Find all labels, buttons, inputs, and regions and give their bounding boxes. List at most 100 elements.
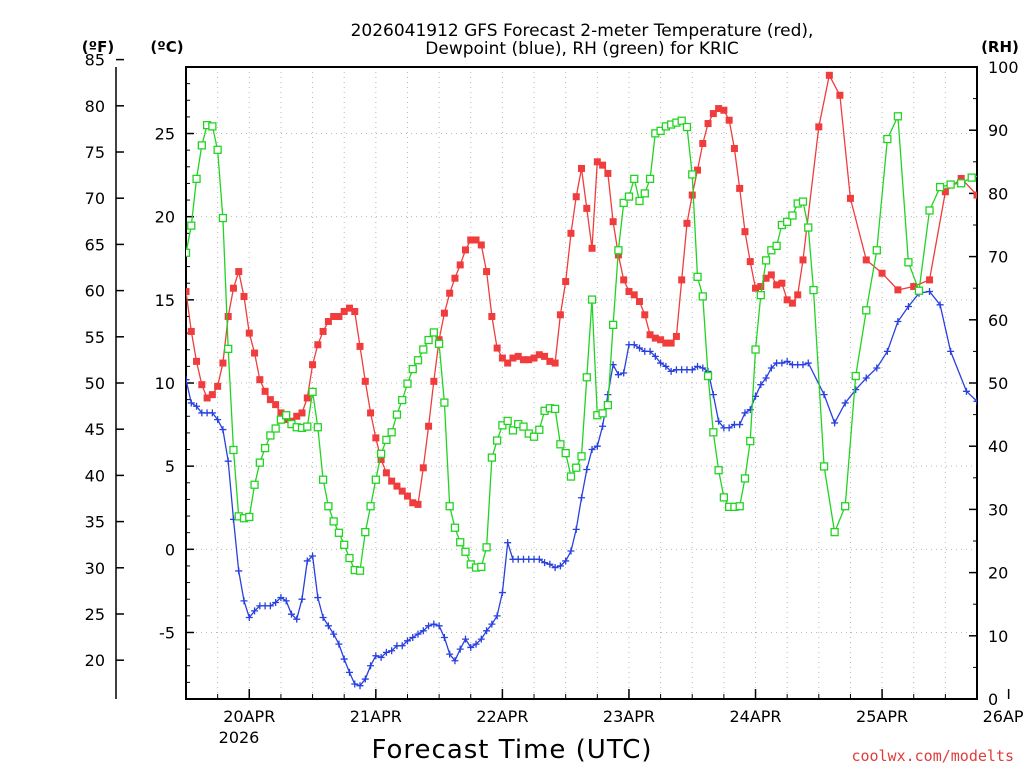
temperature-point <box>556 311 564 319</box>
dewpoint-point <box>936 301 944 309</box>
rh-point <box>303 422 312 431</box>
temperature-point <box>483 268 491 276</box>
rh-point <box>492 436 502 445</box>
rh-point <box>740 474 750 483</box>
dewpoint-point <box>235 567 243 575</box>
temperature-point <box>535 351 543 359</box>
dewpoint-point <box>430 620 438 628</box>
celsius-tick-label: 0 <box>165 540 175 559</box>
fahrenheit-tick-label: 60 <box>85 282 105 301</box>
temperature-point <box>519 356 527 364</box>
rh-point <box>719 493 729 502</box>
temperature-point <box>198 381 206 389</box>
temperature-point <box>662 339 670 347</box>
temperature-point <box>293 412 301 420</box>
temperature-point <box>451 274 459 282</box>
chart-title-line1: 2026041912 GFS Forecast 2-meter Temperat… <box>351 21 814 41</box>
temperature-point <box>514 352 522 360</box>
dewpoint-point <box>472 640 480 648</box>
temperature-point <box>941 188 949 196</box>
dewpoint-point <box>709 391 717 399</box>
rh-point <box>582 373 591 382</box>
celsius-tick-label: 25 <box>155 125 175 144</box>
rh-point <box>276 415 286 424</box>
dewpoint-point <box>741 409 749 417</box>
fahrenheit-tick-label: 65 <box>85 235 105 254</box>
rh-point <box>603 400 613 410</box>
grid-lines <box>186 67 977 699</box>
dewpoint-point <box>599 422 607 430</box>
dewpoint-point <box>193 402 201 410</box>
rh-point <box>698 292 707 301</box>
temperature-point <box>472 236 480 244</box>
temperature-point <box>894 286 902 294</box>
dewpoint-point <box>330 630 338 638</box>
temperature-point <box>609 218 617 226</box>
temperature-point <box>973 191 977 199</box>
rh-point <box>187 221 196 230</box>
rh-point <box>1010 359 1017 366</box>
rh-point <box>308 387 317 396</box>
dewpoint-point <box>419 627 427 635</box>
temperature-point <box>398 487 406 495</box>
series-line <box>186 290 977 687</box>
dewpoint-point <box>388 647 396 655</box>
temperature-point <box>762 274 770 282</box>
dewpoint-point <box>984 403 991 410</box>
temperature-point <box>709 110 717 118</box>
dewpoint-point <box>398 642 406 650</box>
temperature-point <box>741 228 749 236</box>
rh-point <box>566 472 576 481</box>
rh-point <box>324 502 333 511</box>
dewpoint-point <box>588 446 596 454</box>
rh-point <box>519 422 528 431</box>
fahrenheit-tick-label: 50 <box>85 374 105 393</box>
temperature-point <box>382 469 390 477</box>
rh-point <box>756 291 765 300</box>
dewpoint-point <box>799 361 807 369</box>
fahrenheit-tick-label: 45 <box>85 420 105 439</box>
temperature-point <box>667 339 675 347</box>
series-dewpoint <box>186 288 991 690</box>
dewpoint-point <box>894 317 902 325</box>
temperature-point <box>440 309 448 317</box>
temperature-point <box>509 354 517 362</box>
rh-point <box>192 174 201 184</box>
rh-tick-label: 70 <box>988 248 1008 267</box>
rh-point <box>498 421 507 430</box>
dewpoint-point <box>467 643 475 651</box>
rh-point <box>783 217 792 226</box>
temperature-point <box>245 329 253 337</box>
dewpoint-point <box>488 620 496 628</box>
dewpoint-point <box>583 465 591 473</box>
temperature-point <box>356 342 364 350</box>
dewpoint-point <box>456 645 464 653</box>
rh-point <box>224 344 233 354</box>
dewpoint-point <box>699 364 707 372</box>
dewpoint-point <box>435 622 443 630</box>
temperature-point <box>219 359 227 367</box>
rh-point <box>614 246 623 255</box>
temperature-point <box>578 164 585 172</box>
rh-point <box>556 440 565 449</box>
temperature-point <box>620 276 628 284</box>
x-year-label: 2026 <box>219 728 260 747</box>
dewpoint-point <box>783 357 791 365</box>
temperature-point <box>562 278 570 286</box>
rh-point <box>334 528 344 537</box>
rh-tick-label: 0 <box>988 690 998 709</box>
temperature-point <box>193 357 201 365</box>
rh-point <box>561 449 570 458</box>
temperature-point <box>783 296 791 304</box>
dewpoint-point <box>324 622 332 630</box>
temperature-point <box>694 166 702 174</box>
rh-point <box>862 306 871 315</box>
dewpoint-point <box>973 397 977 405</box>
temperature-point <box>367 409 375 417</box>
fahrenheit-tick-label: 75 <box>85 143 105 162</box>
temperature-point <box>583 204 591 212</box>
temperature-point <box>330 312 338 320</box>
rh-point <box>914 286 924 295</box>
rh-point <box>645 174 655 184</box>
